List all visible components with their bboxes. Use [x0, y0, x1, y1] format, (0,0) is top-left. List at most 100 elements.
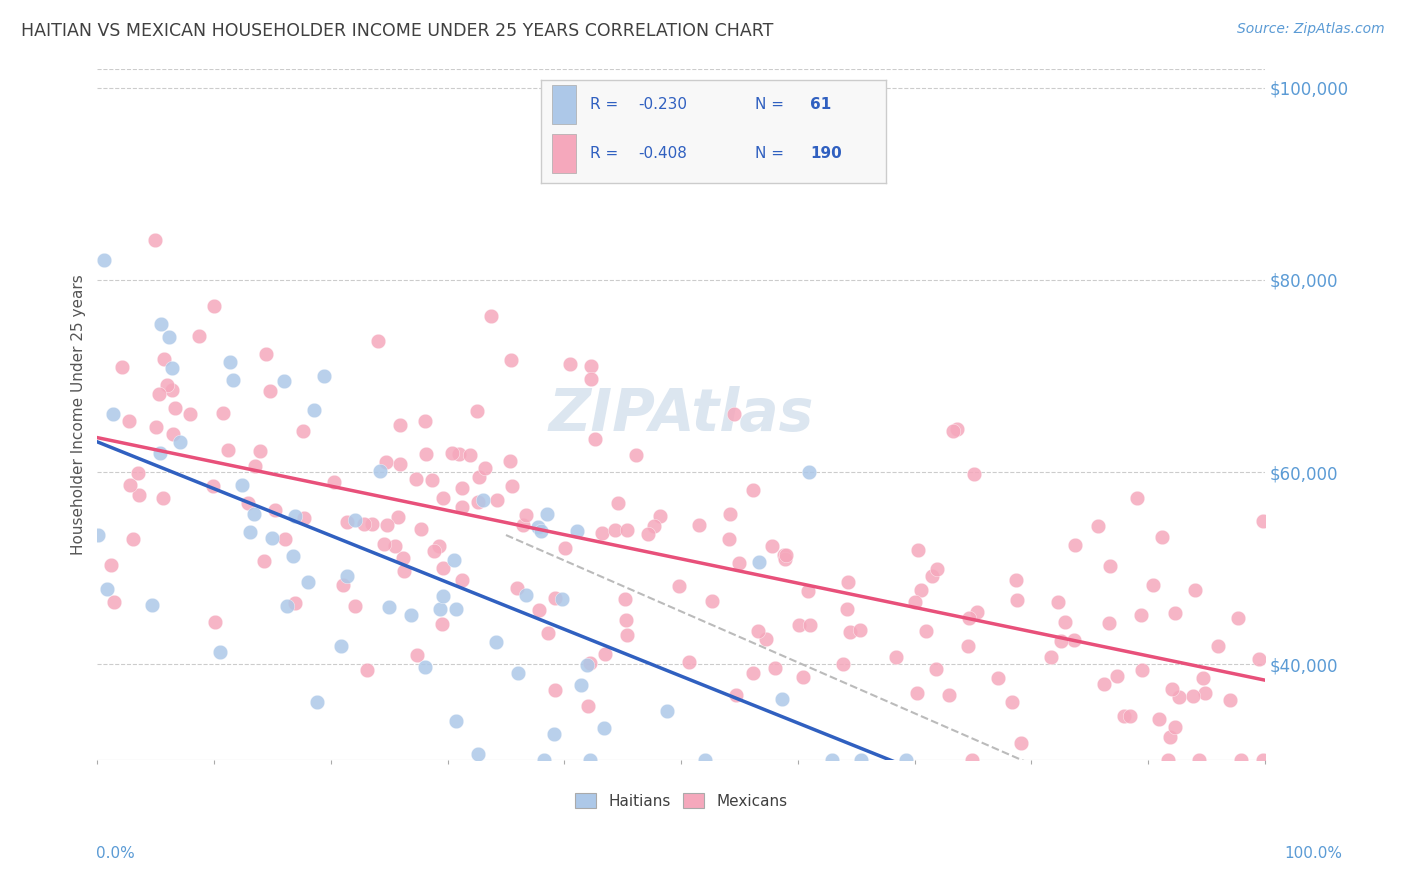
Point: [1039, 650, 1062, 665]
Point: [485, 492, 508, 507]
Point: [150, 317, 173, 331]
Point: [616, 523, 638, 537]
Point: [591, 525, 613, 540]
Point: [127, 466, 149, 480]
Point: [501, 352, 523, 367]
Point: [157, 329, 180, 343]
Point: [668, 579, 690, 593]
Point: [1194, 686, 1216, 700]
Point: [122, 532, 145, 546]
Point: [221, 373, 243, 387]
Text: HAITIAN VS MEXICAN HOUSEHOLDER INCOME UNDER 25 YEARS CORRELATION CHART: HAITIAN VS MEXICAN HOUSEHOLDER INCOME UN…: [21, 22, 773, 40]
Point: [429, 601, 451, 615]
Point: [583, 432, 606, 446]
Point: [512, 517, 534, 532]
Point: [377, 517, 399, 532]
Point: [915, 624, 938, 638]
Point: [579, 753, 602, 767]
Point: [332, 578, 354, 592]
Point: [558, 357, 581, 371]
Point: [884, 649, 907, 664]
Point: [1099, 558, 1122, 573]
Point: [162, 360, 184, 375]
Point: [966, 605, 988, 619]
Point: [569, 678, 592, 692]
Point: [963, 467, 986, 481]
Point: [373, 537, 395, 551]
Point: [1164, 720, 1187, 734]
Point: [925, 662, 948, 676]
Point: [527, 520, 550, 534]
Point: [770, 691, 793, 706]
Point: [775, 549, 797, 563]
Point: [322, 475, 344, 490]
Point: [273, 374, 295, 388]
Point: [218, 442, 240, 457]
Point: [432, 491, 454, 505]
Text: -0.230: -0.230: [638, 97, 686, 112]
Point: [1159, 730, 1181, 744]
Point: [344, 513, 367, 527]
Point: [156, 377, 179, 392]
Point: [554, 541, 576, 555]
Point: [593, 647, 616, 661]
Text: -0.408: -0.408: [638, 145, 686, 161]
Point: [1053, 615, 1076, 630]
Point: [515, 588, 537, 602]
Point: [797, 584, 820, 599]
Point: [312, 369, 335, 384]
Point: [297, 575, 319, 590]
Point: [643, 519, 665, 533]
Point: [637, 526, 659, 541]
Point: [537, 626, 560, 640]
Point: [201, 479, 224, 493]
Point: [405, 648, 427, 662]
Point: [624, 448, 647, 462]
Point: [432, 561, 454, 575]
Point: [259, 384, 281, 398]
Point: [1167, 690, 1189, 705]
Point: [579, 371, 602, 385]
Text: 0.0%: 0.0%: [96, 846, 135, 861]
Point: [209, 645, 232, 659]
Point: [942, 424, 965, 438]
Point: [409, 522, 432, 536]
Point: [927, 562, 949, 576]
Point: [336, 568, 359, 582]
Point: [657, 704, 679, 718]
Point: [294, 511, 316, 525]
Point: [1227, 611, 1250, 625]
Point: [284, 596, 307, 610]
Point: [543, 682, 565, 697]
Point: [87, 528, 110, 542]
Point: [603, 523, 626, 537]
Point: [1150, 530, 1173, 544]
Text: N =: N =: [755, 145, 789, 161]
Point: [1247, 652, 1270, 666]
Point: [284, 508, 307, 523]
Point: [1157, 753, 1180, 767]
Point: [145, 420, 167, 434]
Point: [249, 444, 271, 458]
Point: [443, 553, 465, 567]
Point: [838, 625, 860, 640]
Point: [905, 686, 928, 700]
Point: [238, 496, 260, 510]
Point: [468, 470, 491, 484]
Point: [471, 492, 494, 507]
Point: [678, 655, 700, 669]
Point: [1007, 592, 1029, 607]
Point: [1064, 538, 1087, 552]
Point: [253, 553, 276, 567]
Point: [367, 334, 389, 348]
Point: [204, 615, 226, 630]
Point: [1188, 753, 1211, 767]
Point: [1182, 689, 1205, 703]
Point: [465, 404, 488, 418]
Point: [904, 594, 927, 608]
Point: [370, 464, 392, 478]
Point: [153, 352, 176, 367]
Point: [921, 569, 943, 583]
Point: [821, 753, 844, 767]
Point: [544, 591, 567, 606]
